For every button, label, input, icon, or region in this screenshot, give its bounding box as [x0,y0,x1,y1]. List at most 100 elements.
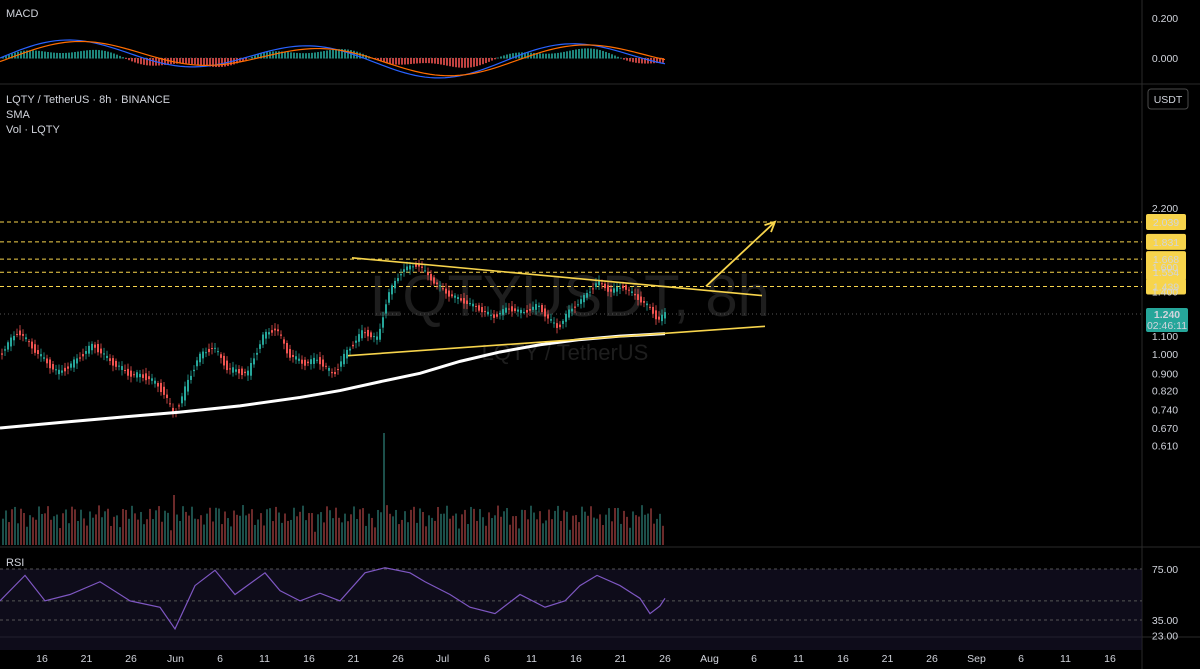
price-tick-label: 1.100 [1152,331,1178,343]
candle-body [109,358,111,361]
volume-bar [653,523,655,545]
macd-histogram-bar [608,53,610,59]
volume-bar [95,514,97,545]
candle-body [163,386,165,395]
candle-body [49,359,51,369]
macd-histogram-bar [119,55,121,59]
macd-histogram-bar [386,58,388,64]
candle-body [469,303,471,305]
candle-body [85,351,87,354]
candle-body [253,358,255,365]
volume-bar [371,517,373,545]
volume-bar [92,517,94,545]
macd-histogram-bar [467,58,469,68]
candle-body [112,358,114,366]
macd-histogram-bar [296,52,298,59]
level-badge [1146,264,1186,281]
candle-body [550,319,552,321]
macd-histogram-bar [32,50,34,59]
candle-body [202,351,204,359]
volume-bar [293,507,295,545]
candle-body [385,304,387,314]
volume-bar [359,509,361,545]
candle-body [313,357,315,364]
time-tick-label: 6 [484,653,490,665]
currency-button[interactable] [1147,88,1189,110]
macd-histogram-bar [623,58,625,60]
macd-histogram-bar [572,50,574,59]
macd-histogram-bar [647,58,649,64]
candle-body [43,357,45,359]
volume-bar [467,524,469,545]
candle-body [136,372,138,378]
candle-body [181,396,183,404]
volume-bar [431,517,433,545]
symbol-title[interactable]: LQTY / TetherUS · 8h · BINANCE [6,94,170,106]
candle-body [499,312,501,315]
time-axis[interactable]: 16 21 26 Jun 6 11 16 21 26 Jul 6 11 16 21 26 Aug 6 11 16 21… [36,653,1116,665]
macd-histogram-bar [629,58,631,62]
volume-bar [494,515,496,545]
candle-body [496,314,498,317]
sma-legend[interactable]: SMA [6,109,31,121]
volume-bar [335,507,337,545]
candle-body [322,359,324,367]
level-badge [1146,251,1186,268]
macd-histogram-bar [293,52,295,59]
candle-body [331,372,333,374]
candle-body [337,369,339,371]
time-tick-label: Sep [967,653,986,665]
volume-bar [638,516,640,545]
price-tick-label: 0.670 [1152,423,1178,435]
macd-histogram-bar [398,58,400,65]
candle-body [619,287,621,289]
macd-histogram-bar [59,52,61,59]
macd-histogram-bar [566,51,568,59]
volume-bar [356,519,358,545]
candle-body [238,368,240,374]
macd-histogram-bar [659,58,661,63]
candle-body [451,294,453,297]
volume-bar [290,519,292,545]
volume-bar [590,506,592,545]
macd-histogram-bar [29,50,31,59]
candle-body [595,283,597,287]
volume-bar [611,521,613,545]
volume-bar [83,518,85,545]
macd-histogram-bar [503,55,505,59]
volume-bar [338,517,340,545]
macd-histogram-bar [260,53,262,59]
volume-bar [566,511,568,545]
volume-bar [149,508,151,545]
candle-body [454,295,456,298]
volume-bar [518,528,520,545]
macd-histogram-bar [533,52,535,59]
volume-bar [326,506,328,545]
candle-body [628,289,630,291]
volume-bar [113,516,115,545]
macd-histogram-bar [95,49,97,59]
macd-histogram-bar [632,58,634,63]
volume-bar [266,509,268,545]
level-label: 1.668 [1153,254,1179,266]
macd-histogram-bar [263,52,265,59]
candle-body [541,305,543,313]
volume-bar [50,519,52,545]
candle-body [634,293,636,296]
volume-bar [206,513,208,545]
macd-histogram-bar [245,58,247,60]
volume-bar [203,524,205,545]
macd-histogram-bar [113,53,115,59]
volume-bar [2,518,4,545]
volume-legend[interactable]: Vol · LQTY [6,124,60,136]
volume-bar [389,513,391,545]
macd-histogram-bar [251,56,253,59]
macd-histogram-bar [455,58,457,68]
candle-body [346,349,348,359]
trendlines[interactable] [347,220,777,357]
candle-body [517,309,519,312]
macd-histogram-bar [158,58,160,66]
macd-histogram-bar [482,58,484,65]
price-axis[interactable]: 2.200 1.600 1.400 1.100 1.000 0.900 0.820 0.740… [1152,13,1178,642]
